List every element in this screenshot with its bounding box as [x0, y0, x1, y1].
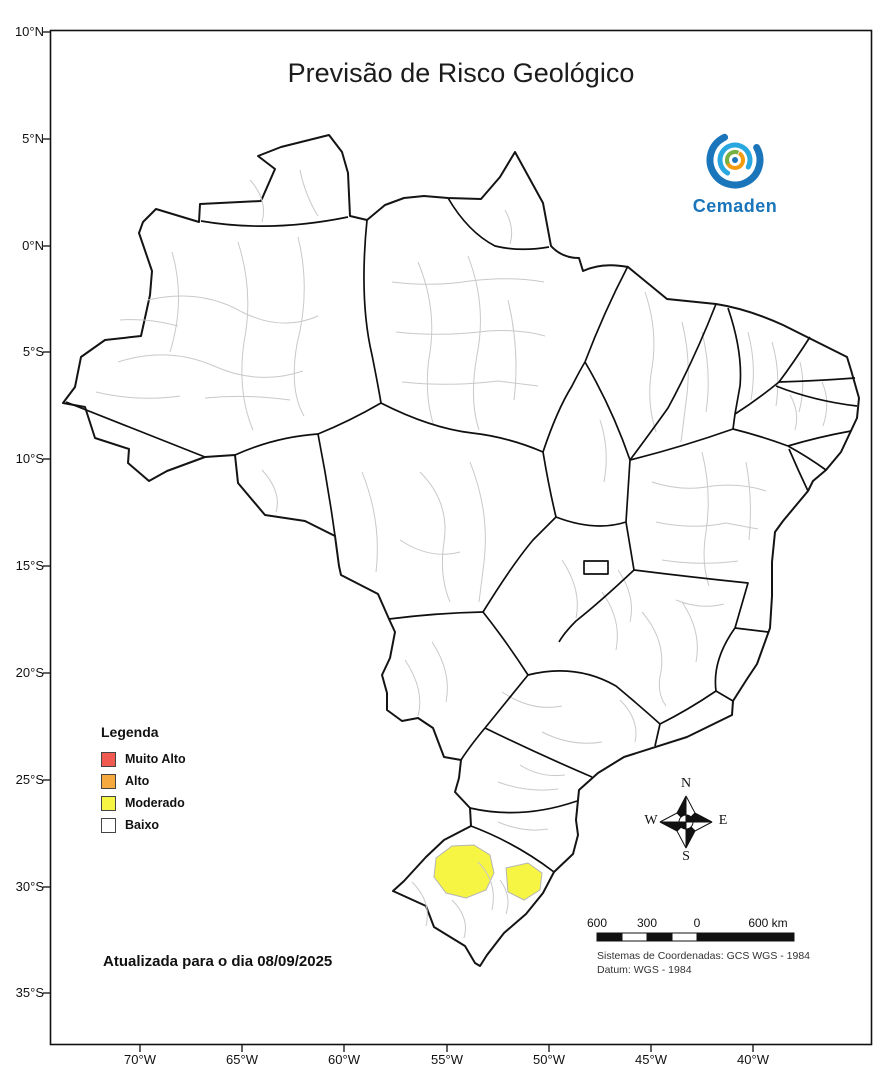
legend-label: Muito Alto	[125, 752, 186, 766]
legend-swatch-muito-alto	[101, 751, 116, 767]
scale-label-0: 0	[693, 916, 701, 930]
legend-item-muito-alto: Muito Alto	[101, 751, 186, 767]
risk-region-moderado-east	[505, 862, 543, 901]
lat-label: 25°S	[15, 772, 44, 787]
lat-label: 35°S	[15, 985, 44, 1000]
compass-letter-west: W	[644, 813, 658, 828]
legend-item-moderado: Moderado	[101, 795, 186, 811]
lon-label: 60°W	[328, 1052, 360, 1067]
compass-rose-icon	[659, 795, 713, 849]
legend-swatch-alto	[101, 773, 116, 789]
compass-letter-north: N	[680, 776, 692, 791]
update-note: Atualizada para o dia 08/09/2025	[103, 953, 333, 970]
lon-label: 50°W	[533, 1052, 565, 1067]
lat-label: 5°N	[22, 131, 44, 146]
legend-title: Legenda	[101, 724, 159, 740]
state-borders	[65, 197, 858, 873]
risk-regions	[433, 844, 543, 901]
lat-label: 5°S	[22, 344, 44, 359]
scale-bar	[596, 932, 795, 942]
scale-label-600-km: 600 km	[748, 916, 788, 930]
lon-label: 70°W	[124, 1052, 156, 1067]
risk-region-moderado-west	[433, 844, 495, 899]
lat-label: 10°N	[14, 24, 44, 39]
legend-label: Alto	[125, 774, 150, 788]
lat-label: 15°S	[15, 558, 44, 573]
compass-letter-east: E	[718, 813, 728, 828]
datum-line: Datum: WGS - 1984	[597, 963, 692, 976]
coordinate-system-line: Sistemas de Coordenadas: GCS WGS - 1984	[597, 950, 811, 962]
latitude-ticks	[43, 31, 50, 994]
legend-label: Baixo	[125, 818, 160, 832]
compass-letter-south: S	[682, 849, 690, 864]
municipal-borders	[95, 169, 828, 939]
legend: Legenda Muito Alto Alto Moderado Baixo	[101, 724, 186, 839]
lat-label: 10°S	[15, 451, 44, 466]
lon-label: 55°W	[431, 1052, 463, 1067]
legend-item-alto: Alto	[101, 773, 186, 789]
map-frame	[43, 29, 873, 1052]
longitude-ticks	[139, 1045, 754, 1052]
lon-label: 40°W	[737, 1052, 769, 1067]
legend-item-baixo: Baixo	[101, 817, 186, 833]
legend-swatch-moderado	[101, 795, 116, 811]
coordinate-system-note: Sistemas de Coordenadas: GCS WGS - 1984 …	[597, 950, 810, 977]
lat-label: 30°S	[15, 879, 44, 894]
legend-swatch-baixo	[101, 817, 116, 833]
lat-label: 0°N	[22, 238, 44, 253]
lon-label: 45°W	[635, 1052, 667, 1067]
brazil-country-outline	[62, 134, 860, 967]
lat-label: 20°S	[15, 665, 44, 680]
cemaden-wordmark: Cemaden	[692, 196, 778, 216]
legend-label: Moderado	[125, 796, 185, 810]
cemaden-logo-icon	[706, 131, 764, 189]
scale-label-600-left: 600	[586, 916, 608, 930]
lon-label: 65°W	[226, 1052, 258, 1067]
scale-label-300: 300	[636, 916, 658, 930]
page-title: Previsão de Risco Geológico	[287, 58, 635, 88]
